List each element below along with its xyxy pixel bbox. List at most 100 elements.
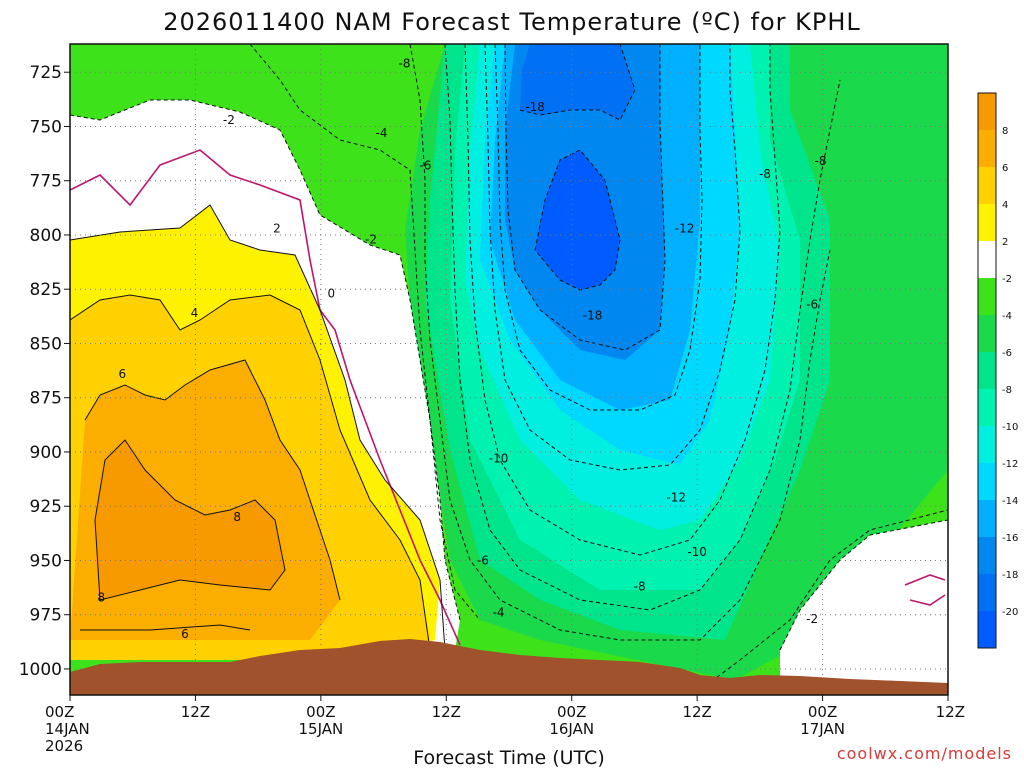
x-tick-label: 14JAN — [45, 720, 90, 738]
y-tick-label: 800 — [30, 226, 62, 246]
colorbar-tick-label: -2 — [1002, 274, 1012, 285]
contour-dashed-minus4 — [249, 44, 948, 691]
colorbar-tick-label: 2 — [1002, 237, 1008, 248]
colorbar-tick-label: -10 — [1002, 422, 1018, 433]
x-tick-label: 12Z — [181, 703, 210, 721]
colorbar-tick-label: -12 — [1002, 459, 1018, 470]
contour-dashed-minus18 — [519, 44, 636, 291]
y-tick-label: 925 — [30, 497, 62, 517]
contour-solid-2 — [70, 204, 446, 651]
colorbar-frame — [977, 92, 997, 649]
colorbar-swatch — [978, 130, 996, 167]
contour-zero-line — [70, 149, 461, 646]
y-tick-label: 825 — [30, 280, 62, 300]
x-tick-label: 16JAN — [549, 720, 594, 738]
contour-dashed-minus8 — [444, 44, 841, 611]
colorbar-tick-label: 8 — [1002, 126, 1008, 137]
colorbar: 8 6 4 2 -2 -4 -6 -8 -10 -12 -14 -16 -18 -20 — [977, 92, 1018, 649]
colorbar-swatch — [978, 537, 996, 574]
region-white-lower-right — [780, 520, 948, 690]
x-tick-label: 12Z — [682, 703, 711, 721]
contour-label: -10 — [489, 451, 509, 465]
contour-label: -6 — [806, 297, 818, 311]
y-axis: 725 750 775 800 825 850 875 900 925 950 975 1000 — [19, 63, 70, 680]
y-tick-label: 975 — [30, 606, 62, 626]
contour-label: -6 — [477, 553, 489, 567]
colorbar-swatch — [978, 463, 996, 500]
x-tick-label: 00Z — [808, 703, 837, 721]
contour-label: 0 — [327, 287, 335, 301]
colorbar-swatch — [978, 611, 996, 648]
y-tick-label: 750 — [30, 117, 62, 137]
region-deepest-blue — [520, 44, 635, 120]
colorbar-swatch — [978, 204, 996, 241]
colorbar-tick-label: -18 — [1002, 570, 1018, 581]
colorbar-swatch — [978, 389, 996, 426]
contour-label: -12 — [675, 221, 695, 235]
y-tick-label: 775 — [30, 172, 62, 192]
colorbar-swatch — [978, 278, 996, 315]
contour-label: 8 — [98, 590, 106, 604]
contour-label: 4 — [191, 306, 199, 320]
colorbar-swatch — [978, 500, 996, 537]
colorbar-tick-label: -8 — [1002, 385, 1012, 396]
contour-label: -4 — [493, 606, 505, 620]
x-tick-label: 00Z — [306, 703, 335, 721]
colorbar-tick-label: -4 — [1002, 311, 1012, 322]
colorbar-tick-label: 6 — [1002, 163, 1008, 174]
x-tick-label: 17JAN — [800, 720, 845, 738]
x-tick-label: 00Z — [557, 703, 586, 721]
contour-labels: -8 -18 -2 -4 -6 -8 -8 2 -2 -12 0 -6 4 -18 6 -10 -12 8 -10 -… — [98, 57, 827, 642]
x-tick-label: 2026 — [45, 737, 83, 755]
colorbar-tick-label: -16 — [1002, 533, 1018, 544]
colorbar-tick-label: 4 — [1002, 200, 1008, 211]
x-tick-label: 12Z — [936, 703, 965, 721]
chart-grid — [70, 44, 948, 695]
plot-frame — [69, 43, 949, 696]
colorbar-swatch — [978, 241, 996, 278]
region-core-blue — [535, 150, 620, 290]
y-tick-label: 1000 — [19, 660, 62, 680]
contour-label: -6 — [419, 159, 431, 173]
x-axis-label: Forecast Time (UTC) — [413, 747, 604, 768]
contour-label: -8 — [398, 57, 410, 71]
contour-dashed-minus14 — [494, 44, 703, 411]
contour-label: 6 — [118, 367, 126, 381]
contour-solid-8 — [94, 439, 286, 601]
region-dark-orange — [95, 440, 285, 600]
contour-lines — [70, 44, 948, 691]
contour-label: -8 — [814, 154, 826, 168]
contour-solid-4 — [70, 294, 431, 651]
contour-label: -2 — [806, 612, 818, 626]
contour-label: -2 — [365, 232, 377, 246]
y-tick-label: 950 — [30, 551, 62, 571]
colorbar-tick-label: -6 — [1002, 348, 1012, 359]
colorbar-swatch — [978, 315, 996, 352]
colorbar-tick-label: -14 — [1002, 496, 1018, 507]
x-tick-label: 12Z — [432, 703, 461, 721]
contour-label: -8 — [634, 580, 646, 594]
contour-dashed-minus12 — [484, 44, 741, 471]
x-tick-label: 15JAN — [298, 720, 343, 738]
chart-title: 2026011400 NAM Forecast Temperature (ºC)… — [163, 8, 861, 36]
x-tick-label: 00Z — [45, 703, 74, 721]
terrain-surface — [70, 639, 948, 695]
contour-dashed-minus10 — [464, 44, 781, 556]
colorbar-swatch — [978, 167, 996, 204]
colorbar-swatch — [978, 352, 996, 389]
contour-label: 8 — [233, 510, 241, 524]
y-tick-label: 900 — [30, 443, 62, 463]
temperature-field — [70, 44, 948, 695]
contour-label: -18 — [525, 100, 545, 114]
colorbar-swatch — [978, 574, 996, 611]
contour-zero-line-right — [904, 574, 946, 606]
y-tick-label: 850 — [30, 334, 62, 354]
colorbar-swatch — [978, 93, 996, 130]
contour-solid-6 — [80, 359, 341, 631]
y-tick-label: 875 — [30, 389, 62, 409]
contour-dashed-minus16 — [504, 44, 666, 351]
contour-label: 2 — [273, 221, 281, 235]
y-tick-label: 725 — [30, 63, 62, 83]
